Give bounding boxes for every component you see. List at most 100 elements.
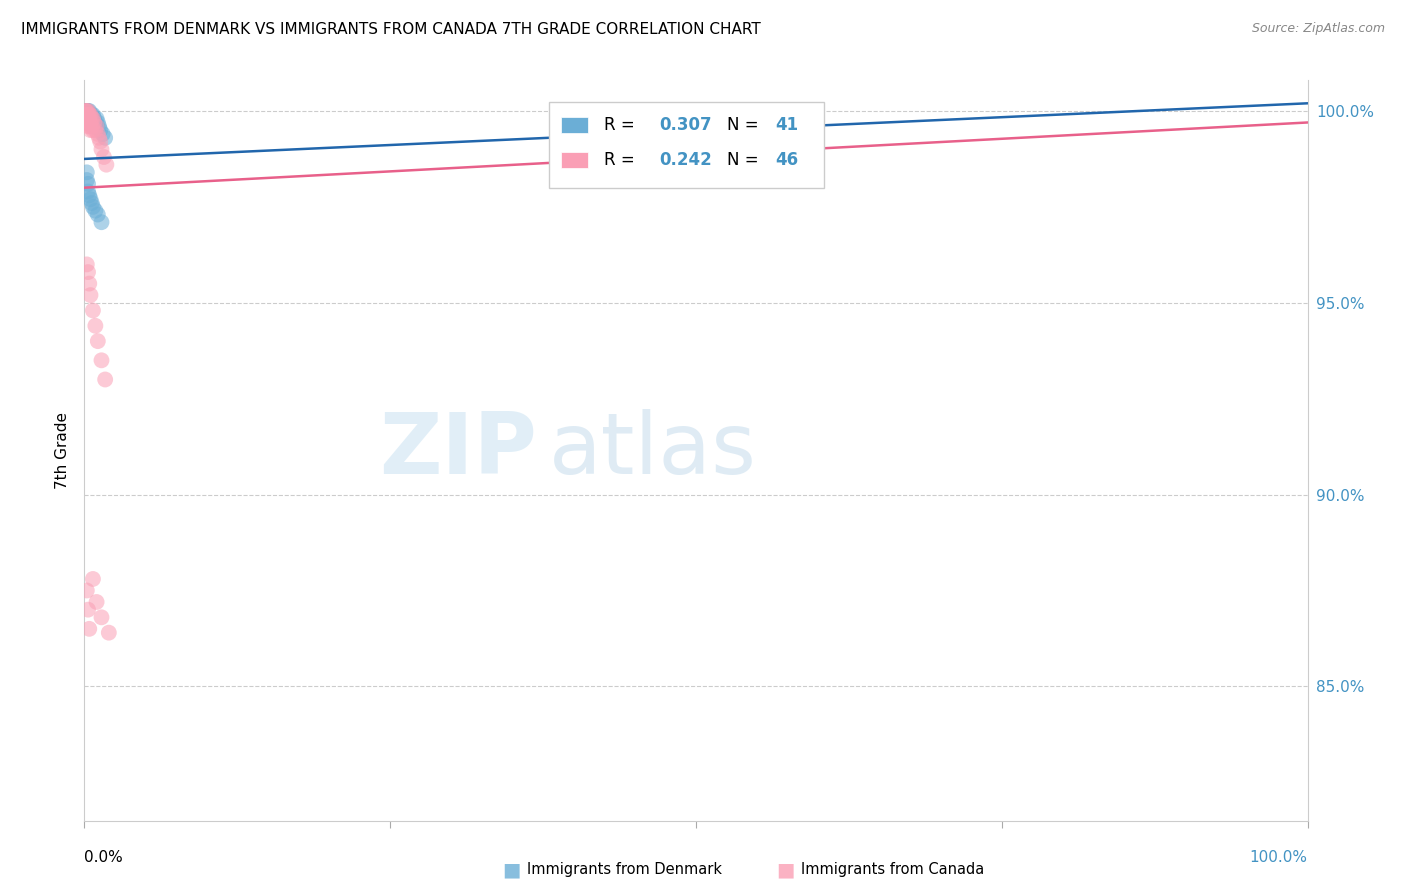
Text: Immigrants from Denmark: Immigrants from Denmark — [527, 863, 723, 877]
Point — [79, 123, 101, 137]
Point — [76, 103, 98, 118]
Point — [80, 196, 103, 211]
Point — [82, 572, 104, 586]
Point — [76, 173, 98, 187]
Point — [82, 120, 104, 134]
FancyBboxPatch shape — [561, 153, 588, 169]
Point — [76, 103, 98, 118]
Text: IMMIGRANTS FROM DENMARK VS IMMIGRANTS FROM CANADA 7TH GRADE CORRELATION CHART: IMMIGRANTS FROM DENMARK VS IMMIGRANTS FR… — [21, 22, 761, 37]
Point — [77, 622, 100, 636]
Point — [75, 103, 97, 118]
Point — [77, 602, 100, 616]
Text: N =: N = — [727, 152, 763, 169]
Point — [77, 112, 100, 126]
Text: N =: N = — [727, 116, 763, 134]
Point — [75, 103, 97, 118]
Point — [80, 115, 103, 129]
Point — [77, 277, 100, 291]
Point — [76, 583, 98, 598]
Point — [77, 108, 100, 122]
Point — [87, 127, 110, 141]
Point — [77, 120, 100, 134]
Point — [79, 288, 101, 302]
Point — [91, 127, 114, 141]
Point — [86, 120, 108, 134]
FancyBboxPatch shape — [550, 103, 824, 187]
Point — [77, 177, 100, 191]
Point — [82, 108, 104, 122]
Point — [77, 103, 100, 118]
Point — [75, 103, 97, 118]
Point — [90, 215, 112, 229]
Point — [94, 131, 117, 145]
Point — [87, 208, 110, 222]
Point — [77, 265, 100, 279]
Point — [93, 150, 115, 164]
Point — [83, 115, 105, 129]
Point — [77, 115, 100, 129]
Point — [84, 203, 107, 218]
Point — [75, 103, 97, 118]
Point — [84, 318, 107, 333]
Point — [76, 257, 98, 271]
Point — [97, 625, 120, 640]
Point — [80, 112, 103, 126]
Point — [83, 112, 105, 126]
Text: 0.0%: 0.0% — [84, 850, 124, 865]
Point — [75, 108, 97, 122]
Point — [79, 108, 101, 122]
Point — [75, 112, 97, 126]
Point — [76, 112, 98, 126]
Point — [82, 123, 104, 137]
Point — [84, 123, 107, 137]
Point — [76, 115, 98, 129]
Point — [77, 188, 100, 202]
Point — [77, 103, 100, 118]
Point — [76, 108, 98, 122]
Point — [87, 120, 110, 134]
Point — [90, 610, 112, 624]
Point — [77, 103, 100, 118]
Point — [77, 108, 100, 122]
Point — [87, 131, 110, 145]
Point — [90, 353, 112, 368]
FancyBboxPatch shape — [561, 117, 588, 133]
Point — [80, 108, 103, 122]
Text: Immigrants from Canada: Immigrants from Canada — [801, 863, 984, 877]
Text: R =: R = — [605, 152, 640, 169]
Text: 46: 46 — [776, 152, 799, 169]
Point — [86, 112, 108, 126]
Point — [77, 108, 100, 122]
Point — [76, 165, 98, 179]
Point — [84, 115, 107, 129]
Point — [79, 192, 101, 206]
Text: Source: ZipAtlas.com: Source: ZipAtlas.com — [1251, 22, 1385, 36]
Point — [89, 123, 111, 137]
Point — [77, 115, 100, 129]
Point — [80, 120, 103, 134]
Point — [76, 108, 98, 122]
Point — [96, 158, 118, 172]
Point — [94, 372, 117, 386]
Point — [86, 595, 108, 609]
Point — [90, 142, 112, 156]
Text: 100.0%: 100.0% — [1250, 850, 1308, 865]
Point — [86, 120, 108, 134]
Point — [76, 103, 98, 118]
Text: ZIP: ZIP — [380, 409, 537, 492]
Point — [82, 112, 104, 126]
Text: 41: 41 — [776, 116, 799, 134]
Point — [75, 108, 97, 122]
Text: R =: R = — [605, 116, 640, 134]
Point — [82, 200, 104, 214]
Point — [82, 303, 104, 318]
Y-axis label: 7th Grade: 7th Grade — [55, 412, 70, 489]
Point — [77, 115, 100, 129]
Point — [77, 185, 100, 199]
Text: 0.242: 0.242 — [659, 152, 711, 169]
Point — [87, 115, 110, 129]
Point — [79, 115, 101, 129]
Text: atlas: atlas — [550, 409, 758, 492]
Text: 0.307: 0.307 — [659, 116, 711, 134]
Point — [77, 108, 100, 122]
